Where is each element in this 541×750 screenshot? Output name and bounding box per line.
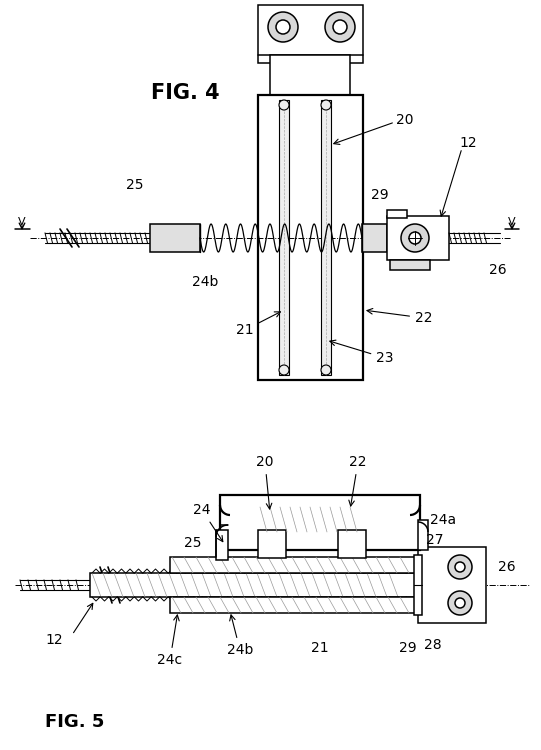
Bar	[150, 224, 200, 252]
Bar	[258, 530, 286, 558]
Bar	[390, 260, 430, 270]
Text: FIG. 4: FIG. 4	[151, 83, 219, 103]
Bar	[338, 530, 366, 558]
Circle shape	[268, 12, 298, 42]
Text: 24b: 24b	[192, 275, 218, 289]
Text: 28: 28	[424, 638, 442, 652]
Circle shape	[448, 555, 472, 579]
Text: 21: 21	[236, 312, 280, 337]
Text: 21: 21	[311, 641, 329, 655]
Text: 26: 26	[489, 263, 507, 277]
Bar	[216, 530, 228, 560]
Circle shape	[448, 591, 472, 615]
Circle shape	[409, 232, 421, 244]
Text: 24: 24	[193, 503, 223, 542]
Circle shape	[333, 20, 347, 34]
Text: 24c: 24c	[157, 615, 182, 667]
Text: 24b: 24b	[227, 615, 253, 657]
Bar	[258, 507, 366, 532]
Text: 27: 27	[426, 533, 444, 547]
Bar	[387, 216, 449, 260]
Text: V: V	[18, 217, 26, 227]
Text: 20: 20	[396, 113, 414, 127]
Circle shape	[321, 365, 331, 375]
Circle shape	[401, 224, 429, 252]
Circle shape	[455, 598, 465, 608]
Bar	[170, 557, 420, 573]
Bar	[418, 520, 428, 550]
Text: 12: 12	[459, 136, 477, 150]
Circle shape	[321, 100, 331, 110]
Text: 24a: 24a	[430, 513, 456, 527]
Circle shape	[279, 365, 289, 375]
Bar	[170, 597, 420, 613]
Text: 29: 29	[399, 641, 417, 655]
Circle shape	[276, 20, 290, 34]
Bar	[279, 100, 289, 375]
Text: 22: 22	[367, 308, 432, 325]
Text: 20: 20	[256, 455, 274, 509]
Text: FIG. 5: FIG. 5	[45, 713, 105, 731]
Bar	[414, 555, 422, 615]
Text: 26: 26	[498, 560, 516, 574]
Bar	[387, 210, 407, 218]
Text: V: V	[508, 217, 516, 227]
Text: 25: 25	[184, 536, 202, 550]
Text: 23: 23	[330, 340, 394, 365]
Text: 22: 22	[349, 455, 367, 506]
Bar	[258, 5, 363, 63]
Text: 25: 25	[126, 178, 144, 192]
Text: 12: 12	[45, 633, 63, 647]
Bar	[270, 55, 350, 95]
Circle shape	[455, 562, 465, 572]
Circle shape	[279, 100, 289, 110]
Bar	[220, 495, 420, 550]
Circle shape	[325, 12, 355, 42]
Text: 29: 29	[371, 188, 389, 202]
Bar	[258, 95, 363, 380]
Bar	[362, 224, 387, 252]
Bar	[321, 100, 331, 375]
Bar	[418, 547, 486, 623]
Bar	[90, 573, 420, 597]
